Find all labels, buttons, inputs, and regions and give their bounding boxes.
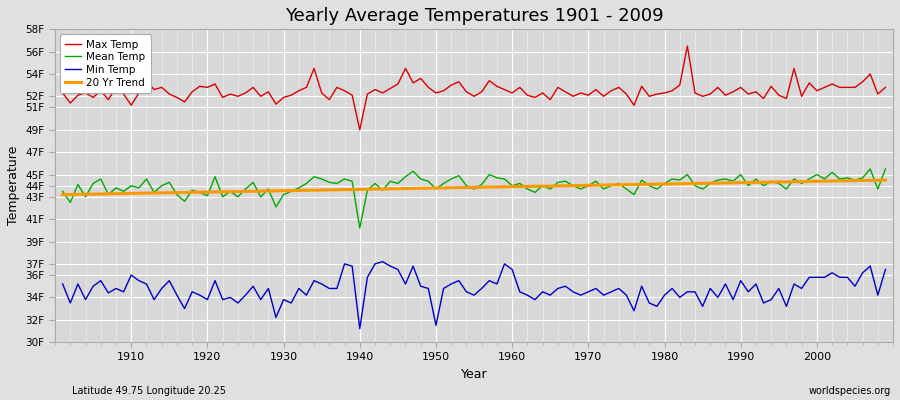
Max Temp	[58, 90, 68, 95]
Min Temp	[377, 259, 388, 264]
Max Temp	[880, 85, 891, 90]
Min Temp	[331, 286, 342, 291]
Min Temp	[515, 290, 526, 294]
Min Temp	[614, 286, 625, 291]
Mean Temp	[118, 189, 129, 194]
Line: Max Temp: Max Temp	[63, 46, 886, 130]
Title: Yearly Average Temperatures 1901 - 2009: Yearly Average Temperatures 1901 - 2009	[284, 7, 663, 25]
Max Temp	[606, 88, 616, 93]
Min Temp	[118, 290, 129, 294]
Min Temp	[355, 326, 365, 331]
Text: worldspecies.org: worldspecies.org	[809, 386, 891, 396]
Max Temp	[507, 90, 517, 95]
Min Temp	[58, 282, 68, 286]
Mean Temp	[880, 166, 891, 171]
Min Temp	[522, 293, 533, 298]
Max Temp	[331, 85, 342, 90]
Line: Min Temp: Min Temp	[63, 262, 886, 329]
Min Temp	[286, 300, 297, 305]
Mean Temp	[355, 226, 365, 230]
Line: Mean Temp: Mean Temp	[63, 169, 886, 228]
Mean Temp	[507, 183, 517, 188]
Legend: Max Temp, Mean Temp, Min Temp, 20 Yr Trend: Max Temp, Mean Temp, Min Temp, 20 Yr Tre…	[60, 34, 150, 93]
Mean Temp	[58, 189, 68, 194]
X-axis label: Year: Year	[461, 368, 488, 381]
Mean Temp	[331, 181, 342, 186]
Max Temp	[515, 85, 526, 90]
Mean Temp	[286, 189, 297, 194]
Mean Temp	[606, 183, 616, 188]
Max Temp	[118, 92, 129, 96]
Max Temp	[286, 93, 297, 98]
Text: Latitude 49.75 Longitude 20.25: Latitude 49.75 Longitude 20.25	[72, 386, 226, 396]
Min Temp	[880, 267, 891, 272]
Y-axis label: Temperature: Temperature	[7, 146, 20, 225]
Mean Temp	[515, 181, 526, 186]
Max Temp	[682, 44, 693, 48]
Max Temp	[355, 128, 365, 132]
Mean Temp	[865, 166, 876, 171]
